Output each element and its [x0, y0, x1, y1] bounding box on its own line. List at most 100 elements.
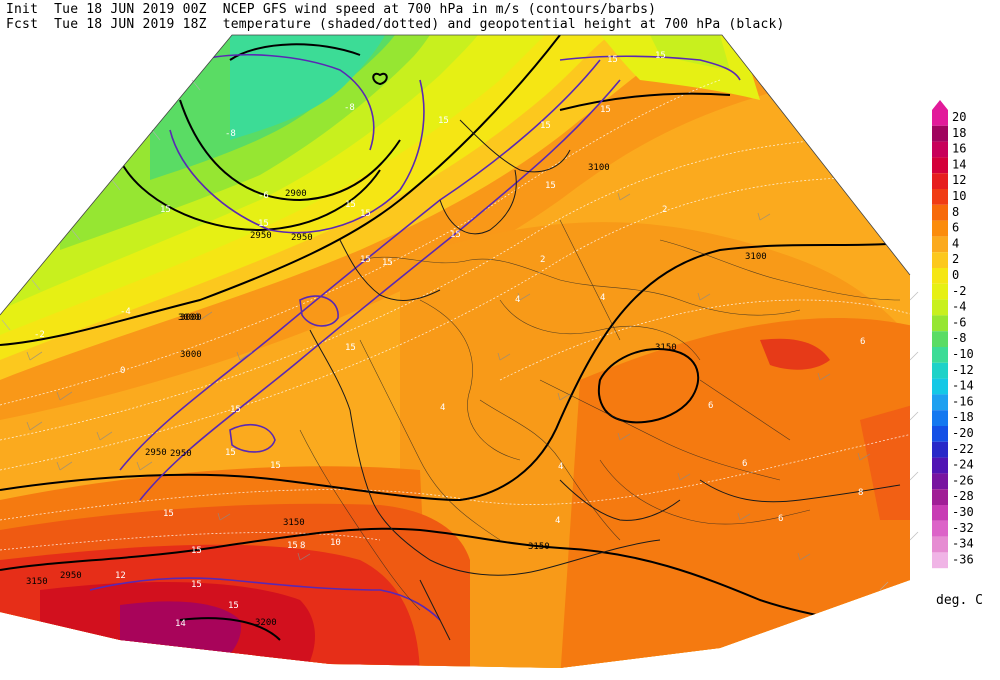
height-contour-label: 2950 [250, 231, 272, 241]
legend-level-label: -18 [952, 410, 974, 424]
temperature-label: 4 [558, 462, 563, 472]
legend-level-label: -6 [952, 315, 966, 329]
height-contour-3100 [0, 239, 910, 502]
legend-level-label: 6 [952, 221, 959, 235]
height-contour-label: 3150 [655, 343, 677, 353]
wind-speed-label: 15 [228, 601, 239, 611]
height-contour-label: 3000 [178, 313, 200, 323]
height-contour-2900 [179, 99, 401, 202]
wind-speed-label: 15 [258, 219, 269, 229]
legend-swatch [932, 441, 948, 458]
legend-level-label: -28 [952, 489, 974, 503]
legend-swatch [932, 110, 948, 126]
wind-speed-label: 15 [600, 105, 611, 115]
legend-swatch [932, 505, 948, 521]
wind-speed-label: 15 [345, 200, 356, 210]
legend-level-label: 8 [952, 205, 959, 219]
height-contour-2950 [119, 159, 381, 232]
legend-level-label: -22 [952, 442, 974, 456]
height-contour-3150 [0, 527, 910, 631]
legend-level-label: -8 [952, 331, 966, 345]
temperature-label: 2 [662, 205, 667, 215]
country-borders [299, 219, 901, 611]
wind-speed-label: 15 [655, 51, 666, 61]
legend-swatch [932, 173, 948, 189]
legend-level-label: 18 [952, 126, 966, 140]
legend-level-label: 20 [952, 110, 966, 124]
temperature-label: 10 [330, 538, 341, 548]
legend-level-label: -34 [952, 537, 974, 551]
legend-swatch [932, 157, 948, 174]
temperature-label: 6 [742, 459, 747, 469]
wind-speed-label: 15 [225, 448, 236, 458]
wind-speed-label: 15 [545, 181, 556, 191]
height-contour-label: 3000 [180, 313, 202, 323]
legend-swatch [932, 362, 948, 379]
temperature-label: 2 [540, 255, 545, 265]
wind-barbs [26, 192, 871, 561]
wind-speed-label: 15 [382, 258, 393, 268]
legend-swatch [932, 378, 948, 395]
legend-swatch [932, 125, 948, 142]
legend-level-label: 0 [952, 268, 959, 282]
legend-level-label: -24 [952, 458, 974, 472]
temperature-label: 14 [175, 619, 186, 629]
height-contour-label: 3100 [588, 163, 610, 173]
legend-swatch [932, 520, 948, 537]
coastlines [309, 119, 901, 641]
legend-level-label: 14 [952, 157, 966, 171]
legend-level-label: 4 [952, 236, 959, 250]
wind-speed-label: 15 [360, 255, 371, 265]
legend-swatch [932, 426, 948, 442]
temperature-label: -4 [120, 307, 131, 317]
temperature-label: 4 [600, 293, 605, 303]
wind-speed-label: 15 [230, 405, 241, 415]
legend-level-label: -10 [952, 347, 974, 361]
legend-swatch [932, 394, 948, 411]
wind-speed-label: 15 [287, 541, 298, 551]
legend-swatch [932, 457, 948, 474]
legend-unit: deg. C [936, 593, 983, 608]
height-contour-label: 3100 [745, 252, 767, 262]
wind-speed-label: 15 [191, 546, 202, 556]
legend-swatch [932, 204, 948, 221]
height-contour-label: 2950 [170, 449, 192, 459]
legend-swatch [932, 552, 948, 569]
height-contour-label: 3150 [26, 577, 48, 587]
legend-swatch [932, 220, 948, 237]
height-contour-small [372, 72, 388, 86]
header-line-forecast: Fcst Tue 18 JUN 2019 18Z temperature (sh… [6, 17, 785, 32]
temperature-label: -8 [344, 103, 355, 113]
temperature-label: -2 [34, 330, 45, 340]
height-contour-label: 2950 [60, 571, 82, 581]
temperature-label: 4 [440, 403, 445, 413]
height-contour-label: 3150 [528, 542, 550, 552]
legend-swatch [932, 473, 948, 490]
legend-level-label: -26 [952, 473, 974, 487]
legend-level-label: 12 [952, 173, 966, 187]
height-contour-label: 3150 [283, 518, 305, 528]
temperature-label: 4 [515, 295, 520, 305]
wind-speed-label: 15 [540, 121, 551, 131]
legend-swatch [932, 410, 948, 426]
wind-speed-label: 15 [360, 209, 371, 219]
height-contour-3150-closed [597, 348, 700, 424]
header-line-init: Init Tue 18 JUN 2019 00Z NCEP GFS wind s… [6, 2, 657, 17]
legend-level-label: 2 [952, 252, 959, 266]
legend-level-label: -2 [952, 284, 966, 298]
wind-contour-jet-1 [119, 59, 601, 471]
legend-swatch [932, 141, 948, 158]
legend-swatch [932, 283, 948, 300]
wind-speed-label: 15 [438, 116, 449, 126]
height-contour-label: 3000 [180, 350, 202, 360]
temperature-label: -8 [225, 129, 236, 139]
height-contour-label: 2900 [285, 189, 307, 199]
legend-level-label: 16 [952, 142, 966, 156]
wind-speed-label: 15 [191, 580, 202, 590]
legend-swatch [932, 236, 948, 253]
legend-swatch [932, 189, 948, 205]
legend-level-label: -16 [952, 394, 974, 408]
legend-swatch [932, 489, 948, 505]
legend-level-label: 10 [952, 189, 966, 203]
wind-speed-label: 15 [160, 205, 171, 215]
